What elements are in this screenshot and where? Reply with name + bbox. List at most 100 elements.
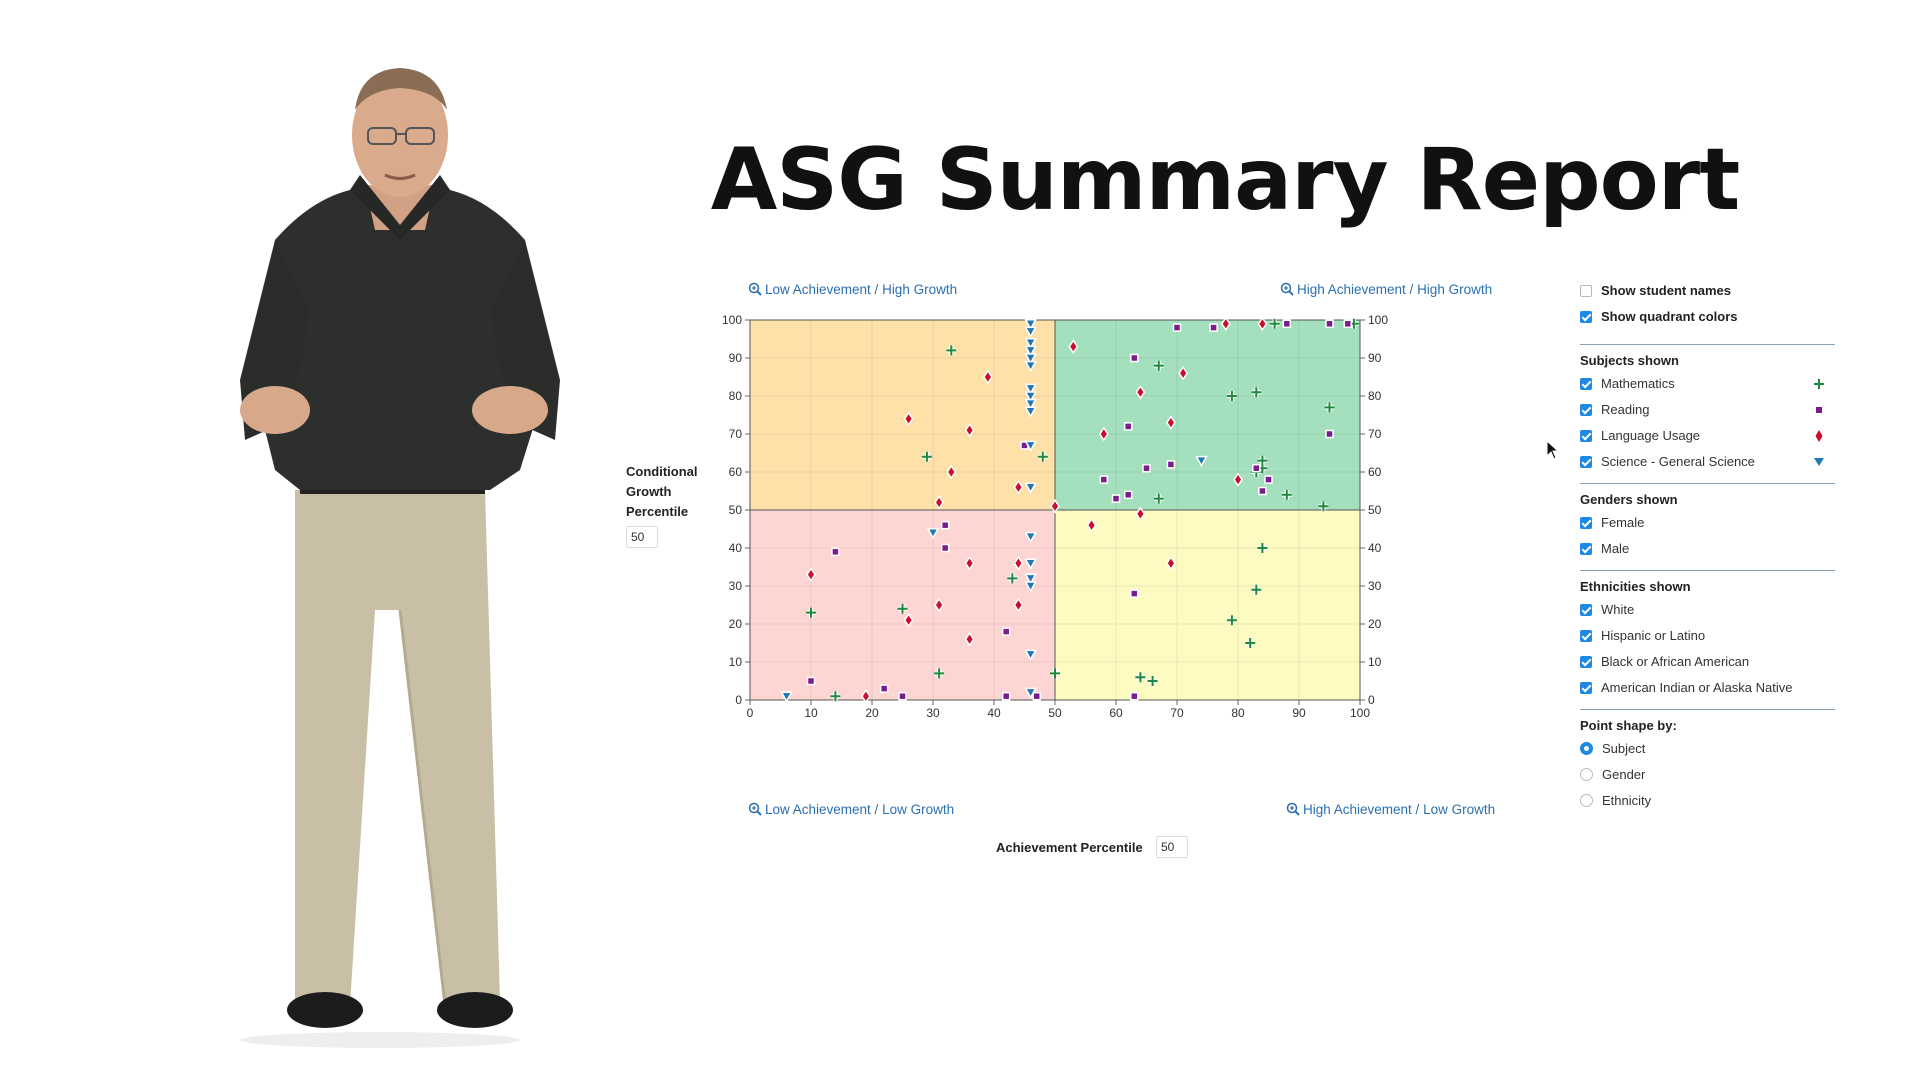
- point-shape-subject[interactable]: Subject: [1580, 736, 1840, 762]
- point-mathematics: [1153, 493, 1164, 504]
- point-language-usage: [1165, 415, 1176, 430]
- point-reading: [831, 547, 840, 557]
- y-tick-label-left: 0: [735, 693, 742, 707]
- y-axis-label: Conditional Growth Percentile: [626, 464, 698, 519]
- point-language-usage: [1257, 316, 1268, 332]
- y-tick-label-left: 20: [729, 617, 743, 631]
- ethnicity-hispanic-latino[interactable]: Hispanic or Latino: [1580, 623, 1840, 649]
- point-language-usage: [1220, 316, 1231, 332]
- subject-science[interactable]: Science - General Science: [1580, 449, 1840, 475]
- checkbox[interactable]: [1580, 378, 1592, 390]
- checkbox[interactable]: [1580, 456, 1592, 468]
- gender-female[interactable]: Female: [1580, 510, 1840, 536]
- link-low-achievement-high-growth[interactable]: Low Achievement / High Growth: [748, 282, 957, 297]
- checkbox[interactable]: [1580, 604, 1592, 616]
- growth-threshold-input[interactable]: 50: [626, 526, 658, 548]
- y-tick-label-left: 30: [729, 579, 743, 593]
- plus-marker-icon: [1814, 379, 1824, 389]
- point-reading: [806, 676, 816, 686]
- triangle-down-marker-icon: [1814, 458, 1824, 466]
- y-tick-label-right: 60: [1368, 465, 1382, 479]
- point-reading: [1123, 490, 1133, 500]
- checkbox[interactable]: [1580, 682, 1592, 694]
- x-tick-label: 100: [1350, 706, 1370, 720]
- y-tick-label-right: 80: [1368, 389, 1382, 403]
- subject-language-usage[interactable]: Language Usage: [1580, 423, 1840, 449]
- ethnicity-american-indian-alaska-native[interactable]: American Indian or Alaska Native: [1580, 675, 1840, 701]
- checkbox[interactable]: [1580, 517, 1592, 529]
- point-mathematics: [1257, 543, 1268, 553]
- y-tick-label-right: 0: [1368, 693, 1375, 707]
- link-low-achievement-low-growth[interactable]: Low Achievement / Low Growth: [748, 802, 954, 817]
- x-tick-label: 10: [804, 706, 818, 720]
- y-tick-label-left: 70: [729, 427, 743, 441]
- x-axis-label: Achievement Percentile: [996, 840, 1143, 855]
- point-language-usage: [1013, 597, 1024, 613]
- ethnicity-white[interactable]: White: [1580, 597, 1840, 623]
- point-mathematics: [1251, 584, 1262, 595]
- point-shape-ethnicity[interactable]: Ethnicity: [1580, 788, 1840, 814]
- checkbox[interactable]: [1580, 404, 1592, 416]
- chart-marks: [780, 316, 1359, 704]
- point-mathematics: [1318, 501, 1329, 512]
- checkbox[interactable]: [1580, 311, 1592, 323]
- checkbox[interactable]: [1580, 630, 1592, 642]
- gender-male[interactable]: Male: [1580, 536, 1840, 562]
- link-high-achievement-low-growth[interactable]: High Achievement / Low Growth: [1286, 802, 1495, 817]
- y-tick-label-right: 10: [1368, 655, 1382, 669]
- point-reading: [1123, 422, 1133, 431]
- x-tick-label: 30: [926, 706, 940, 720]
- point-reading: [1166, 460, 1176, 469]
- point-language-usage: [934, 597, 945, 613]
- y-tick-label-right: 20: [1368, 617, 1382, 631]
- point-reading: [1130, 353, 1139, 363]
- checkbox[interactable]: [1580, 430, 1592, 442]
- show-quadrant-colors-toggle[interactable]: Show quadrant colors: [1580, 304, 1840, 330]
- link-high-achievement-high-growth[interactable]: High Achievement / High Growth: [1280, 282, 1492, 297]
- y-tick-label-right: 90: [1368, 351, 1382, 365]
- point-language-usage: [1178, 365, 1189, 381]
- presenter-image: [240, 68, 560, 1048]
- radio[interactable]: [1580, 742, 1593, 755]
- point-reading: [1099, 475, 1109, 484]
- point-science: [1024, 482, 1037, 494]
- point-reading: [1130, 589, 1139, 598]
- point-language-usage: [964, 422, 975, 438]
- point-reading: [1258, 486, 1267, 496]
- checkbox[interactable]: [1580, 656, 1592, 668]
- x-tick-label: 50: [1048, 706, 1062, 720]
- checkbox[interactable]: [1580, 285, 1592, 297]
- point-language-usage: [964, 555, 975, 571]
- subject-reading[interactable]: Reading: [1580, 397, 1840, 423]
- point-mathematics: [1135, 672, 1146, 683]
- point-mathematics: [1007, 573, 1018, 584]
- point-language-usage: [903, 612, 914, 628]
- link-label: Low Achievement / High Growth: [765, 282, 958, 297]
- point-language-usage: [1135, 384, 1146, 400]
- point-science: [1024, 338, 1037, 350]
- y-tick-label-left: 10: [729, 655, 743, 669]
- achievement-threshold-input[interactable]: 50: [1156, 836, 1188, 858]
- point-language-usage: [1050, 498, 1060, 514]
- point-reading: [1325, 429, 1334, 439]
- show-student-names-toggle[interactable]: Show student names: [1580, 278, 1840, 304]
- divider: [1580, 709, 1835, 710]
- radio[interactable]: [1580, 768, 1593, 781]
- point-science: [1024, 558, 1037, 570]
- page-title: ASG Summary Report: [710, 130, 1741, 230]
- point-shape-gender[interactable]: Gender: [1580, 762, 1840, 788]
- point-reading: [940, 543, 950, 553]
- subjects-section-title: Subjects shown: [1580, 353, 1679, 368]
- ethnicity-black-african-american[interactable]: Black or African American: [1580, 649, 1840, 675]
- point-language-usage: [1013, 479, 1024, 495]
- quadrant-low-achievement-high-growth: [750, 320, 1055, 510]
- point-science: [1024, 398, 1037, 411]
- point-reading: [1130, 691, 1139, 701]
- checkbox[interactable]: [1580, 543, 1592, 555]
- radio[interactable]: [1580, 794, 1593, 807]
- point-language-usage: [806, 567, 816, 582]
- zoom-in-icon: [1286, 802, 1300, 816]
- subject-mathematics[interactable]: Mathematics: [1580, 371, 1840, 397]
